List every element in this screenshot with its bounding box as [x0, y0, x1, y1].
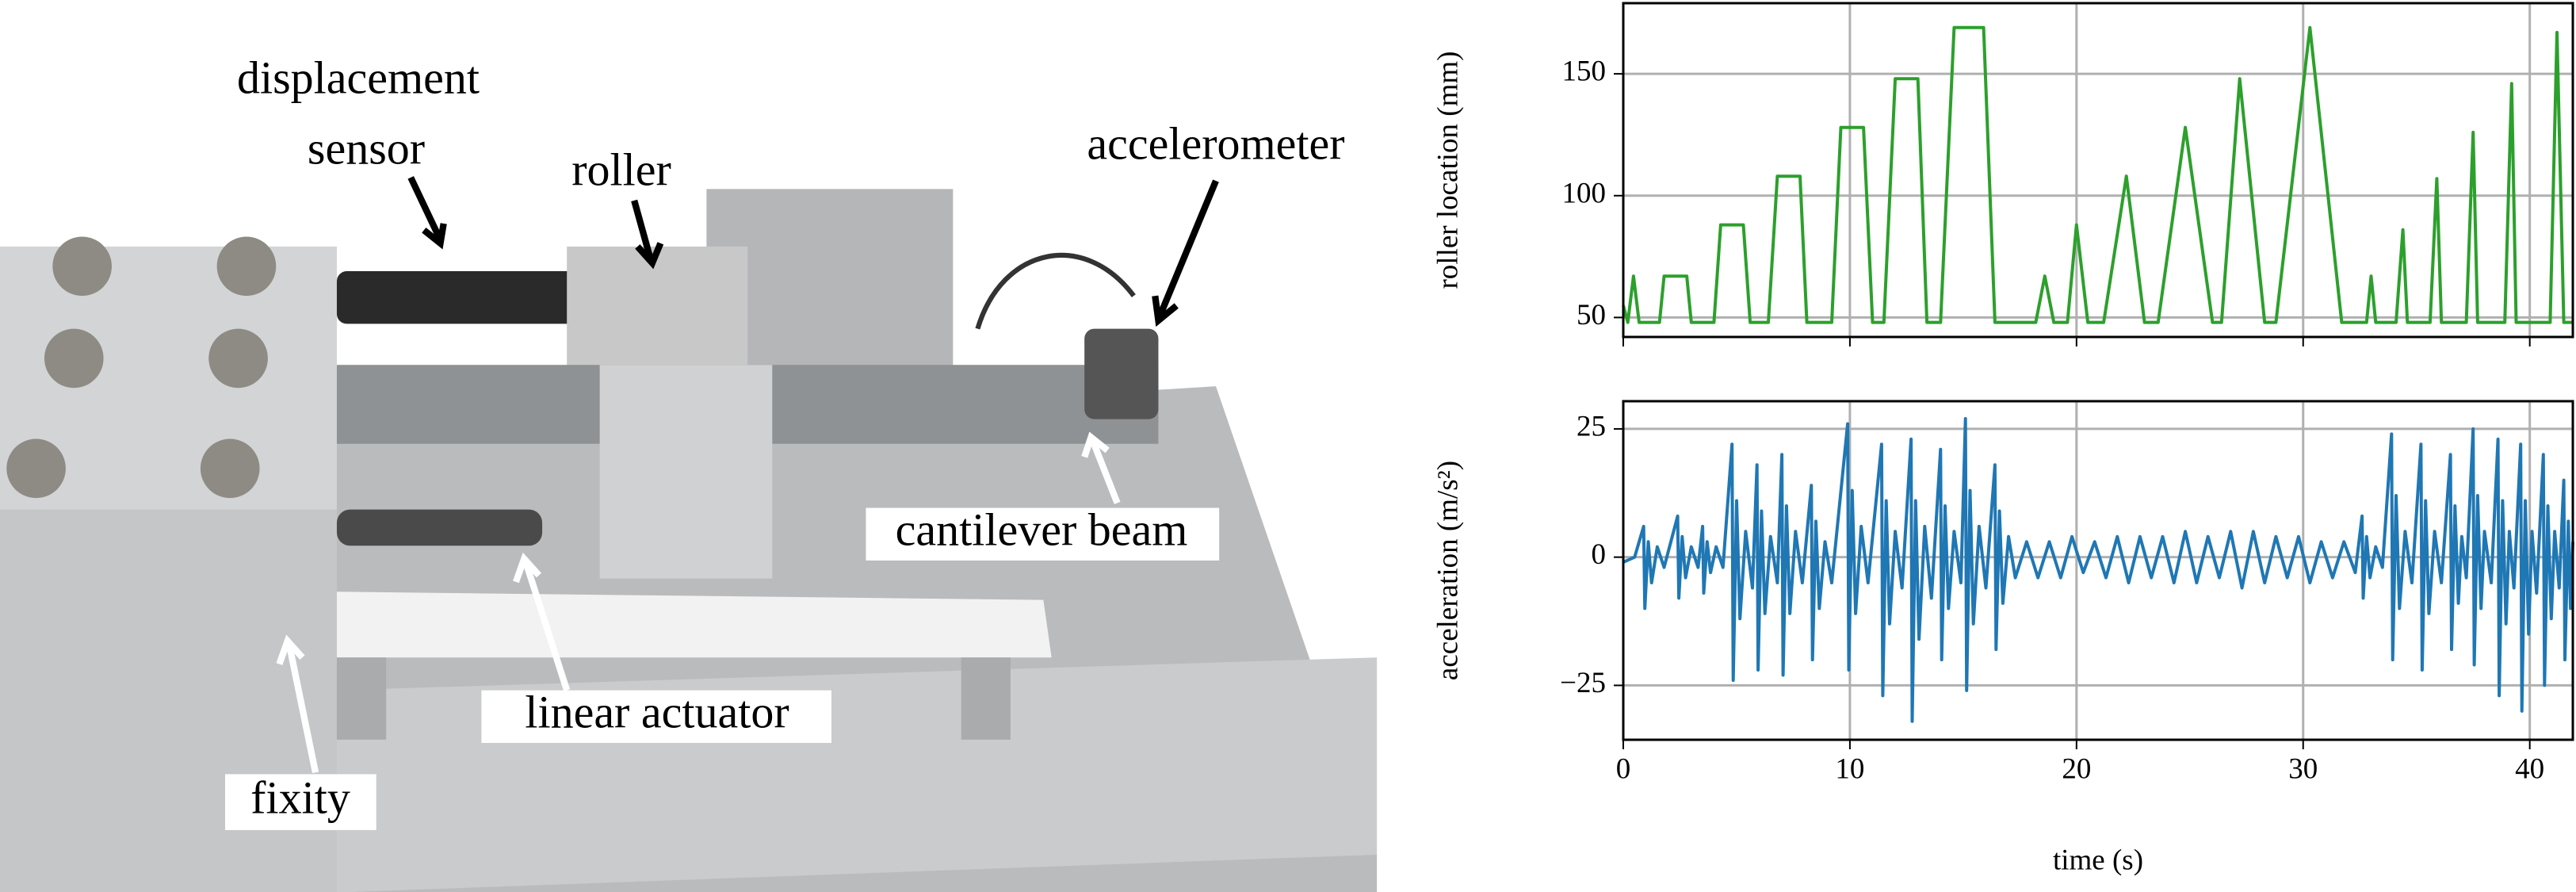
actuator-rod — [336, 509, 543, 546]
carriage — [599, 365, 773, 579]
axes-frame — [1622, 2, 2574, 339]
y-tick-label: 25 — [1577, 410, 1606, 442]
rail-leg — [336, 657, 387, 740]
white-rail — [336, 591, 1052, 658]
accelerometer — [1084, 328, 1159, 419]
photo-label: linear actuator — [525, 686, 789, 737]
y-tick-label: 100 — [1562, 177, 1607, 209]
photo-label: sensor — [308, 122, 425, 174]
label-box — [866, 507, 1220, 561]
data-line — [1622, 25, 2573, 324]
photo-label: fixity — [250, 771, 350, 823]
axes-frame — [1622, 400, 2574, 741]
cable — [975, 253, 1136, 330]
y-axis-label: acceleration (m/s²) — [1431, 461, 1464, 680]
y-tick-label: −25 — [1560, 667, 1606, 699]
bolts — [6, 236, 277, 499]
x-tick-label: 30 — [2288, 752, 2318, 785]
x-tick-label: 10 — [1835, 752, 1864, 785]
photo-label: roller — [571, 144, 671, 195]
photo-label: displacement — [237, 52, 480, 103]
photo-label: accelerometer — [1087, 117, 1344, 169]
arrows — [407, 176, 1219, 327]
x-tick-label: 40 — [2515, 752, 2544, 785]
label-box — [225, 774, 376, 830]
arrows-white — [276, 431, 1121, 774]
rail-leg — [961, 657, 1011, 740]
x-axis-label: time (s) — [2053, 844, 2143, 876]
photo — [0, 176, 1378, 892]
y-tick-label: 50 — [1577, 299, 1606, 331]
photo-label: cantilever beam — [896, 503, 1188, 555]
x-tick-label: 0 — [1616, 752, 1631, 785]
data-line — [1622, 417, 2574, 723]
y-axis-label: roller location (mm) — [1431, 51, 1464, 289]
x-tick-label: 20 — [2062, 752, 2091, 785]
label-box — [481, 690, 831, 743]
y-tick-label: 0 — [1592, 538, 1607, 571]
y-tick-label: 150 — [1562, 56, 1607, 88]
